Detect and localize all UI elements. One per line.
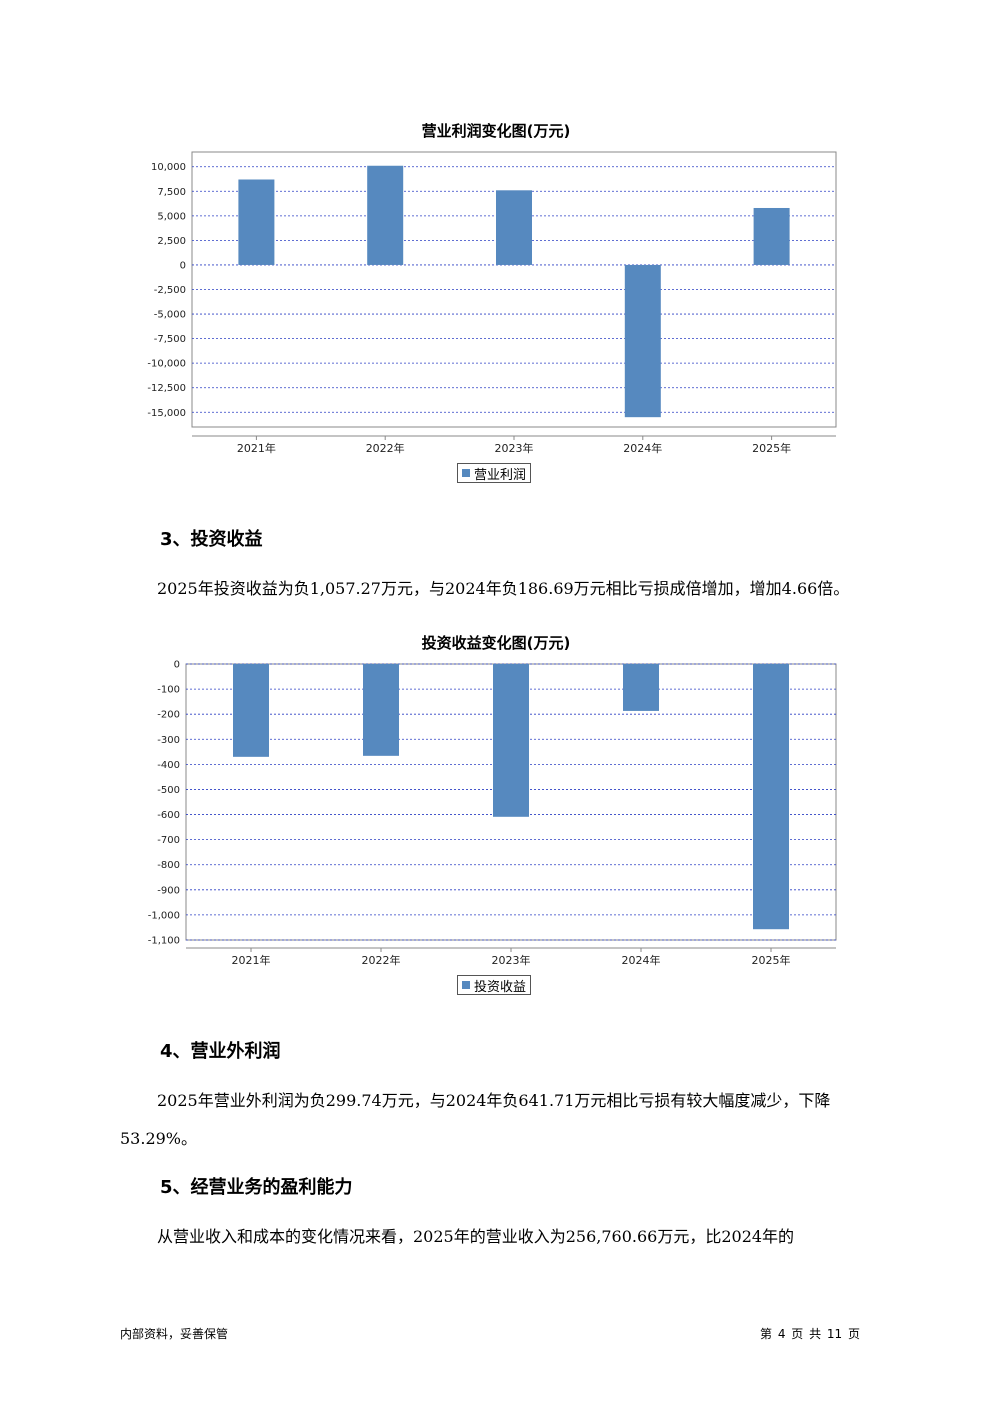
chart2-legend: 投资收益 (457, 975, 532, 995)
x-tick-label: 2022年 (366, 441, 405, 455)
y-tick-label: -300 (157, 735, 180, 746)
bar-2023年 (496, 190, 532, 265)
x-tick-label: 2025年 (752, 953, 791, 967)
section5-paragraph: 从营业收入和成本的变化情况来看，2025年的营业收入为256,760.66万元，… (157, 1227, 795, 1246)
bar-2025年 (753, 207, 790, 265)
operating-profit-chart: 10,000 7,500 5,000 2,500 0 -2,500 -5,000 -7,500… (147, 151, 837, 455)
y-tick-label: -700 (157, 835, 180, 846)
y-tick-label: -2,500 (154, 285, 186, 296)
bar-2021年 (238, 179, 275, 265)
bar-2025年 (753, 664, 789, 930)
chart2-title: 投资收益变化图(万元) (421, 634, 571, 652)
bar-2021年 (233, 664, 269, 757)
x-tick-label: 2025年 (752, 441, 791, 455)
x-tick-label: 2021年 (237, 441, 276, 455)
bar-2023年 (493, 664, 529, 817)
y-tick-label: 7,500 (157, 187, 186, 198)
x-tick-label: 2023年 (495, 441, 534, 455)
y-tick-label: -15,000 (147, 408, 186, 419)
footer-page-number: 第 4 页 共 11 页 (760, 1327, 860, 1341)
y-tick-label: 2,500 (157, 236, 186, 247)
section5-heading: 5、经营业务的盈利能力 (160, 1177, 353, 1198)
section4-paragraph-line1: 2025年营业外利润为负299.74万元，与2024年负641.71万元相比亏损… (157, 1091, 831, 1110)
chart2-legend-label: 投资收益 (474, 979, 527, 995)
chart1-legend-label: 营业利润 (474, 467, 527, 483)
y-tick-label: -100 (157, 685, 180, 696)
x-tick-label: 2024年 (623, 441, 662, 455)
y-tick-label: -200 (157, 710, 180, 721)
y-tick-label: -400 (157, 760, 180, 771)
y-tick-label: -600 (157, 810, 180, 821)
x-tick-label: 2021年 (232, 953, 271, 967)
bar-2024年 (623, 664, 659, 711)
x-tick-label: 2023年 (492, 953, 531, 967)
investment-income-chart: 0 -100 -200 -300 -400 -500 -600 -700 -800 -900 -1,… (148, 660, 837, 967)
x-tick-label: 2024年 (622, 953, 661, 967)
y-tick-label: -5,000 (154, 310, 186, 321)
y-tick-label: -7,500 (154, 334, 186, 345)
legend-swatch (462, 469, 470, 477)
y-tick-label: 0 (174, 660, 180, 671)
y-tick-label: -1,100 (148, 936, 180, 947)
section4-heading: 4、营业外利润 (160, 1041, 281, 1062)
y-tick-label: -900 (157, 885, 180, 896)
y-tick-label: -800 (157, 860, 180, 871)
chart1-title: 营业利润变化图(万元) (421, 122, 571, 140)
bar-2022年 (367, 165, 404, 265)
y-tick-label: 10,000 (151, 162, 186, 173)
bar-2022年 (363, 664, 399, 756)
y-tick-label: 5,000 (157, 211, 186, 222)
bar-2024年 (624, 264, 661, 418)
legend-swatch (462, 981, 470, 989)
x-tick-label: 2022年 (362, 953, 401, 967)
y-tick-label: -500 (157, 785, 180, 796)
section4-paragraph-line2: 53.29%。 (120, 1129, 198, 1148)
section3-paragraph: 2025年投资收益为负1,057.27万元，与2024年负186.69万元相比亏… (157, 579, 850, 598)
y-tick-label: -10,000 (147, 359, 186, 370)
y-tick-label: 0 (180, 260, 186, 271)
y-tick-label: -1,000 (148, 910, 180, 921)
y-tick-label: -12,500 (147, 383, 186, 394)
footer-confidential: 内部资料，妥善保管 (120, 1327, 229, 1341)
chart1-legend: 营业利润 (457, 463, 532, 483)
section3-heading: 3、投资收益 (160, 529, 263, 550)
